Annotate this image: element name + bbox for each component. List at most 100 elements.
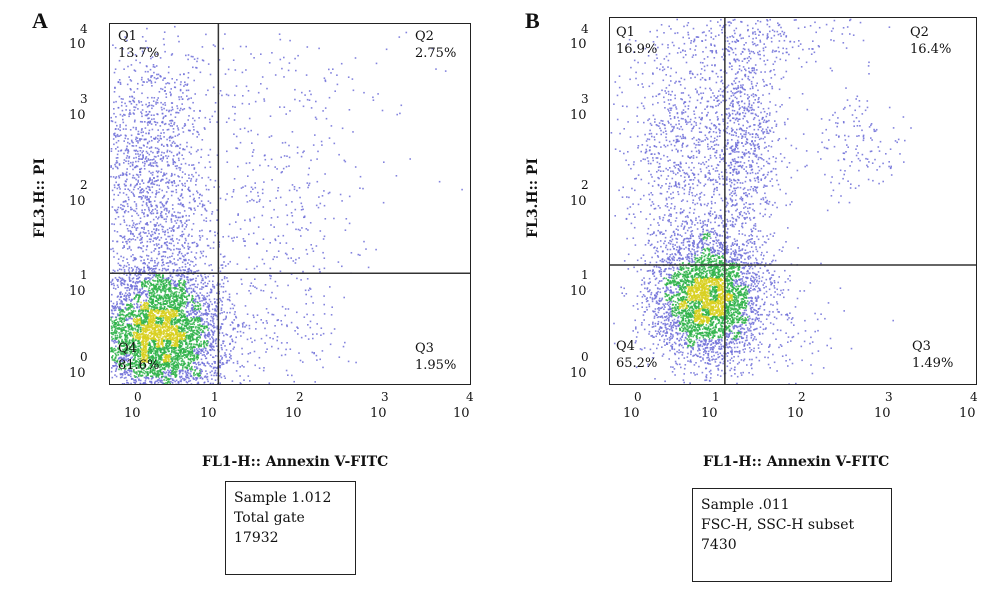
event-dot (179, 322, 182, 325)
event-dot (145, 343, 148, 346)
event-dot (128, 296, 130, 299)
event-dot (174, 337, 176, 340)
event-dot (127, 188, 129, 190)
event-dot (193, 350, 195, 353)
event-dot (163, 349, 165, 352)
event-dot (212, 285, 214, 288)
event-dot (201, 319, 203, 322)
event-dot (134, 327, 136, 330)
event-dot (233, 304, 236, 307)
event-dot (139, 190, 142, 192)
event-dot (167, 348, 170, 350)
event-dot (143, 299, 145, 302)
event-dot (129, 347, 131, 350)
event-dot (134, 346, 136, 349)
event-dot (128, 350, 131, 353)
event-dot (162, 347, 164, 349)
event-dot (138, 296, 141, 298)
event-dot (155, 124, 157, 126)
event-dot (174, 25, 176, 28)
event-dot (178, 344, 181, 346)
event-dot (183, 275, 186, 277)
event-dot (201, 323, 204, 326)
event-dot (186, 295, 188, 298)
event-dot (203, 321, 206, 323)
event-dot (220, 264, 223, 266)
event-dot (175, 293, 177, 295)
event-dot (210, 344, 212, 346)
event-dot (174, 161, 177, 164)
event-dot (234, 327, 236, 330)
event-dot (117, 307, 120, 309)
event-dot (203, 204, 206, 207)
event-dot (186, 371, 189, 374)
event-dot (145, 330, 148, 333)
event-dot (188, 346, 191, 349)
event-dot (173, 301, 176, 304)
event-dot (183, 292, 185, 294)
event-dot (189, 335, 191, 337)
event-dot (161, 314, 163, 317)
event-dot (139, 379, 142, 382)
event-dot (254, 339, 256, 342)
event-dot (203, 351, 205, 354)
event-dot (175, 263, 178, 266)
event-dot (197, 294, 200, 297)
event-dot (216, 316, 219, 318)
event-dot (151, 303, 153, 305)
event-dot (143, 343, 145, 345)
event-dot (180, 328, 183, 330)
event-dot (152, 294, 155, 297)
event-dot (176, 368, 179, 371)
event-dot (204, 116, 207, 119)
event-dot (113, 347, 116, 350)
event-dot (163, 302, 165, 305)
event-dot (137, 345, 139, 348)
event-dot (177, 127, 179, 129)
event-dot (190, 370, 192, 373)
event-dot (174, 372, 177, 374)
event-dot (119, 350, 122, 353)
event-dot (170, 338, 172, 340)
event-dot (132, 319, 135, 321)
event-dot (136, 342, 139, 345)
event-dot (187, 372, 190, 374)
event-dot (146, 317, 149, 319)
event-dot (147, 269, 150, 271)
event-dot (148, 301, 151, 303)
event-dot (140, 366, 142, 369)
event-dot (204, 337, 207, 339)
event-dot (181, 273, 183, 276)
event-dot (153, 372, 155, 375)
event-dot (113, 256, 115, 258)
event-dot (172, 368, 174, 371)
event-dot (255, 328, 257, 330)
event-dot (128, 332, 131, 335)
event-dot (188, 327, 191, 330)
event-dot (207, 307, 210, 309)
event-dot (209, 371, 212, 374)
event-dot (177, 184, 180, 187)
event-dot (193, 329, 196, 332)
event-dot (149, 369, 152, 371)
event-dot (147, 338, 149, 341)
event-dot (152, 306, 155, 309)
event-dot (161, 269, 164, 272)
event-dot (113, 322, 116, 324)
event-dot (187, 361, 190, 364)
event-dot (120, 352, 122, 355)
event-dot (181, 355, 184, 358)
event-dot (133, 334, 135, 336)
event-dot (138, 297, 140, 300)
event-dot (155, 354, 158, 356)
event-dot (197, 205, 199, 207)
event-dot (220, 285, 223, 288)
event-dot (123, 183, 126, 185)
event-dot (211, 325, 214, 327)
event-dot (161, 310, 164, 312)
event-dot (146, 282, 149, 284)
event-dot (206, 361, 209, 363)
event-dot (128, 317, 130, 320)
event-dot (161, 276, 164, 278)
event-dot (186, 315, 189, 318)
